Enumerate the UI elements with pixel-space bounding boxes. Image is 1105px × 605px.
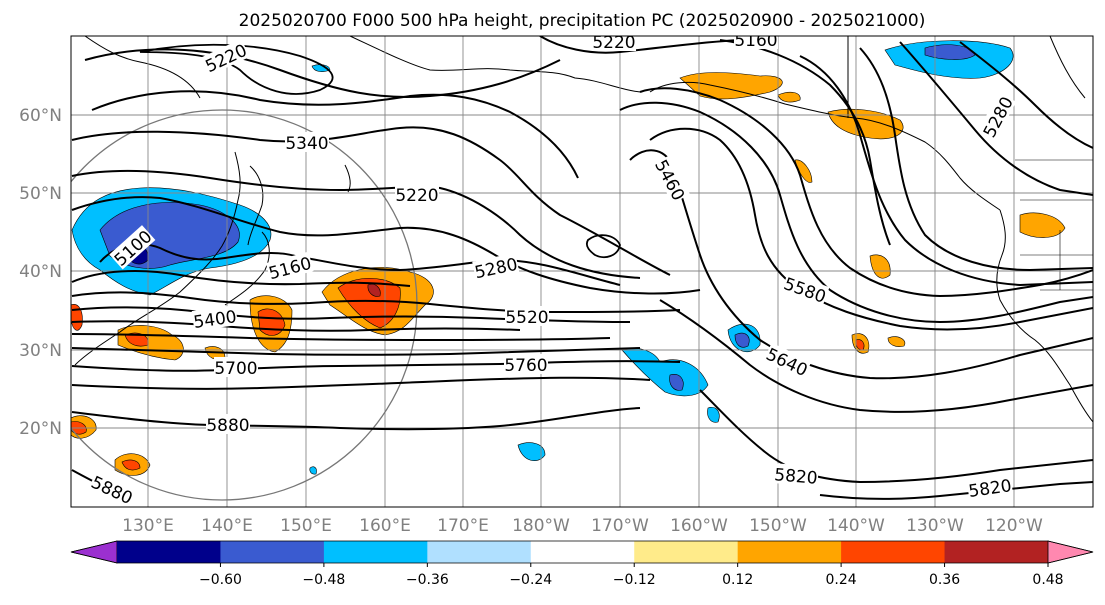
colorbar-extend-min <box>70 540 118 564</box>
colorbar-tick-label: 0.48 <box>1032 572 1063 588</box>
colorbar-segment <box>427 541 532 563</box>
longitude-tick-label: 140°W <box>827 516 885 536</box>
latitude-labels: 60°N 50°N 40°N 30°N 20°N <box>19 106 62 439</box>
longitude-tick-label: 170°W <box>591 516 649 536</box>
contour-label-background <box>504 354 548 374</box>
contour-label: 5160 <box>734 31 777 51</box>
positive-precip-region <box>71 304 83 331</box>
colorbar-segment <box>117 541 221 563</box>
contour-label-background <box>773 463 819 487</box>
contour-label: 5520 <box>505 308 548 328</box>
colorbar-outline <box>70 540 1094 564</box>
contour-label-background <box>505 306 549 326</box>
latitude-tick-label: 60°N <box>19 106 62 126</box>
colorbar-tick-label: −0.48 <box>302 572 345 588</box>
negative-precip-region <box>707 407 720 423</box>
contour-label-background <box>201 38 250 76</box>
colorbar-segment <box>841 541 946 563</box>
colorbar-tick-label: −0.60 <box>199 572 242 588</box>
longitude-tick-label: 150°W <box>749 516 807 536</box>
colorbar-tick-label: 0.36 <box>929 572 960 588</box>
contour-label-background <box>395 184 439 204</box>
positive-precip-region <box>121 459 141 471</box>
contour-label-background <box>977 92 1017 141</box>
latitude-tick-label: 30°N <box>19 341 62 361</box>
longitude-labels: 130°E 140°E 150°E 160°E 170°E 180°W 170°W 160°W… <box>122 516 1043 536</box>
colorbar-tick-label: −0.36 <box>406 572 449 588</box>
contour-label: 5700 <box>214 359 257 379</box>
contour-label-background <box>763 342 812 380</box>
contour-label-background <box>472 252 520 282</box>
contour-label: 5220 <box>395 186 438 206</box>
longitude-tick-label: 140°E <box>201 516 253 536</box>
contour-label: 5760 <box>504 356 547 376</box>
colorbar-segment <box>944 541 1049 563</box>
contour-label-background <box>966 474 1014 500</box>
contour-label-background <box>206 414 250 434</box>
longitude-tick-label: 160°E <box>359 516 411 536</box>
colorbar-tick-label: −0.24 <box>509 572 552 588</box>
negative-precip-region <box>517 442 546 462</box>
latitude-tick-label: 40°N <box>19 262 62 282</box>
negative-precip-region <box>734 332 750 348</box>
latitude-tick-label: 20°N <box>19 419 62 439</box>
contour-label-background <box>109 225 156 270</box>
latitude-tick-label: 50°N <box>19 184 62 204</box>
colorbar-tick-label: 0.12 <box>722 572 753 588</box>
map-border <box>70 35 1094 508</box>
contour-label-background <box>592 36 636 51</box>
contour-label-background <box>214 357 258 377</box>
contour-label-background <box>265 251 314 283</box>
positive-precip-region <box>1019 212 1066 238</box>
contour-label: 5820 <box>773 465 818 489</box>
longitude-tick-label: 170°E <box>437 516 489 536</box>
colorbar-tick-label: 0.24 <box>826 572 857 588</box>
contour-label-background <box>781 272 830 306</box>
colorbar-segment <box>220 541 325 563</box>
negative-precip-region <box>309 466 317 475</box>
contour-label: 5340 <box>285 134 328 154</box>
longitude-tick-label: 130°W <box>906 516 964 536</box>
negative-precip-region <box>669 374 684 391</box>
contour-label-background <box>191 305 239 331</box>
colorbar-segment <box>530 541 635 563</box>
colorbar: −0.60 −0.48 −0.36 −0.24 −0.12 0.12 0.24 0.36 0.4… <box>70 540 1094 588</box>
radius-circle <box>71 109 418 501</box>
colorbar-segment <box>323 541 428 563</box>
longitude-tick-label: 150°E <box>280 516 332 536</box>
contour-label-background <box>734 36 778 49</box>
figure-title: 2025020700 F000 500 hPa height, precipit… <box>239 11 926 31</box>
colorbar-segment <box>737 541 842 563</box>
colorbar-segment <box>634 541 739 563</box>
positive-precip-region <box>679 72 783 100</box>
negative-precip-region <box>924 44 976 60</box>
longitude-tick-label: 180°W <box>512 516 570 536</box>
contour-label-background <box>88 470 137 507</box>
longitude-tick-label: 120°W <box>985 516 1043 536</box>
contour-label-background <box>651 155 691 204</box>
contour-label-background <box>285 132 329 152</box>
colorbar-extend-max <box>1047 540 1094 564</box>
positive-precip-region <box>367 283 381 297</box>
contour-label: 5880 <box>206 416 249 436</box>
longitude-tick-label: 130°E <box>122 516 174 536</box>
negative-precip-region <box>621 348 709 397</box>
contour-label: 5220 <box>592 33 635 53</box>
positive-precip-region <box>777 91 801 103</box>
positive-precip-region <box>887 336 906 347</box>
longitude-tick-label: 160°W <box>670 516 728 536</box>
colorbar-tick-label: −0.12 <box>613 572 656 588</box>
